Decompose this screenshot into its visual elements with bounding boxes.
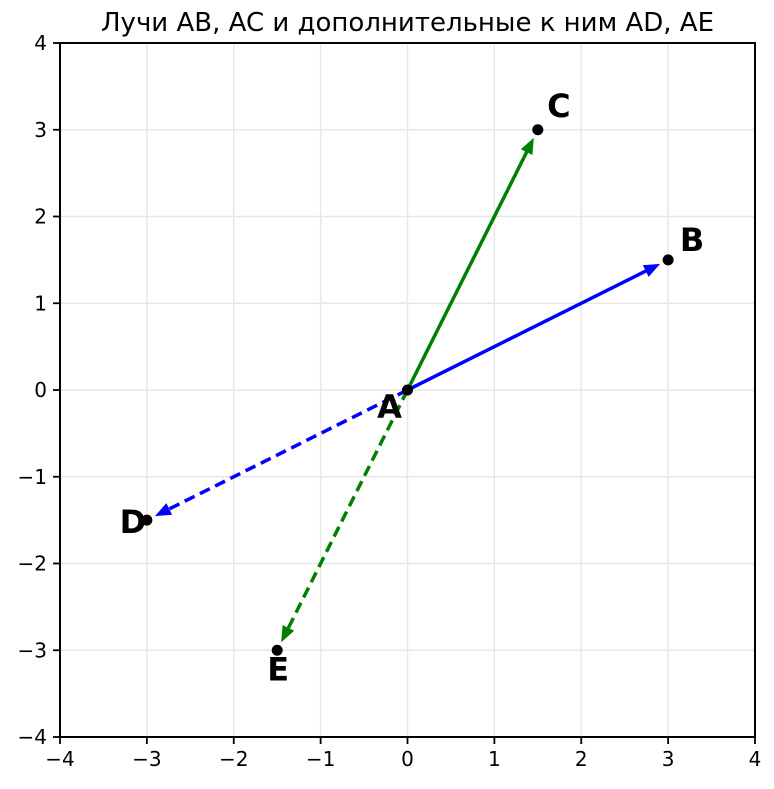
x-axis-tick-label: −3 xyxy=(132,747,161,771)
chart-title: Лучи AB, AC и дополнительные к ним AD, A… xyxy=(101,8,714,38)
point-label-A: A xyxy=(377,388,402,426)
point-label-C: C xyxy=(547,87,570,125)
x-axis-tick-label: 3 xyxy=(662,747,675,771)
y-axis-tick-label: 3 xyxy=(34,118,47,142)
y-axis-tick-label: −3 xyxy=(18,638,47,662)
y-axis-tick-label: 4 xyxy=(34,31,47,55)
y-axis-tick-label: −2 xyxy=(18,552,47,576)
ray-AE-line xyxy=(285,389,410,632)
ray-AE-arrowhead xyxy=(281,624,295,643)
ray-AD-line xyxy=(165,388,409,512)
y-axis-tick-label: 2 xyxy=(34,205,47,229)
x-axis-tick-label: 1 xyxy=(488,747,501,771)
point-C xyxy=(532,124,544,136)
y-axis-tick-label: 1 xyxy=(34,291,47,315)
y-axis-tick-label: −1 xyxy=(18,465,47,489)
y-axis-tick-label: 0 xyxy=(34,378,47,402)
plot-border xyxy=(59,42,756,738)
point-B xyxy=(662,254,674,266)
point-label-B: B xyxy=(680,221,704,259)
x-axis-tick-label: 4 xyxy=(749,747,762,771)
point-label-E: E xyxy=(267,650,289,688)
point-E xyxy=(271,644,283,656)
ray-AD-arrowhead xyxy=(154,503,173,517)
point-D xyxy=(141,514,153,526)
point-A xyxy=(402,384,413,396)
x-axis-tick-label: −4 xyxy=(45,747,74,771)
ray-AC-line xyxy=(405,148,530,391)
ray-AC-arrowhead xyxy=(520,137,534,156)
point-label-D: D xyxy=(120,503,147,541)
x-axis-tick-label: −2 xyxy=(219,747,248,771)
x-axis-tick-label: −1 xyxy=(306,747,335,771)
y-axis-tick-label: −4 xyxy=(18,725,47,749)
ray-AB-arrowhead xyxy=(642,263,661,277)
x-axis-tick-label: 2 xyxy=(575,747,588,771)
ray-AB-line xyxy=(406,268,650,392)
x-axis-tick-label: 0 xyxy=(401,747,414,771)
